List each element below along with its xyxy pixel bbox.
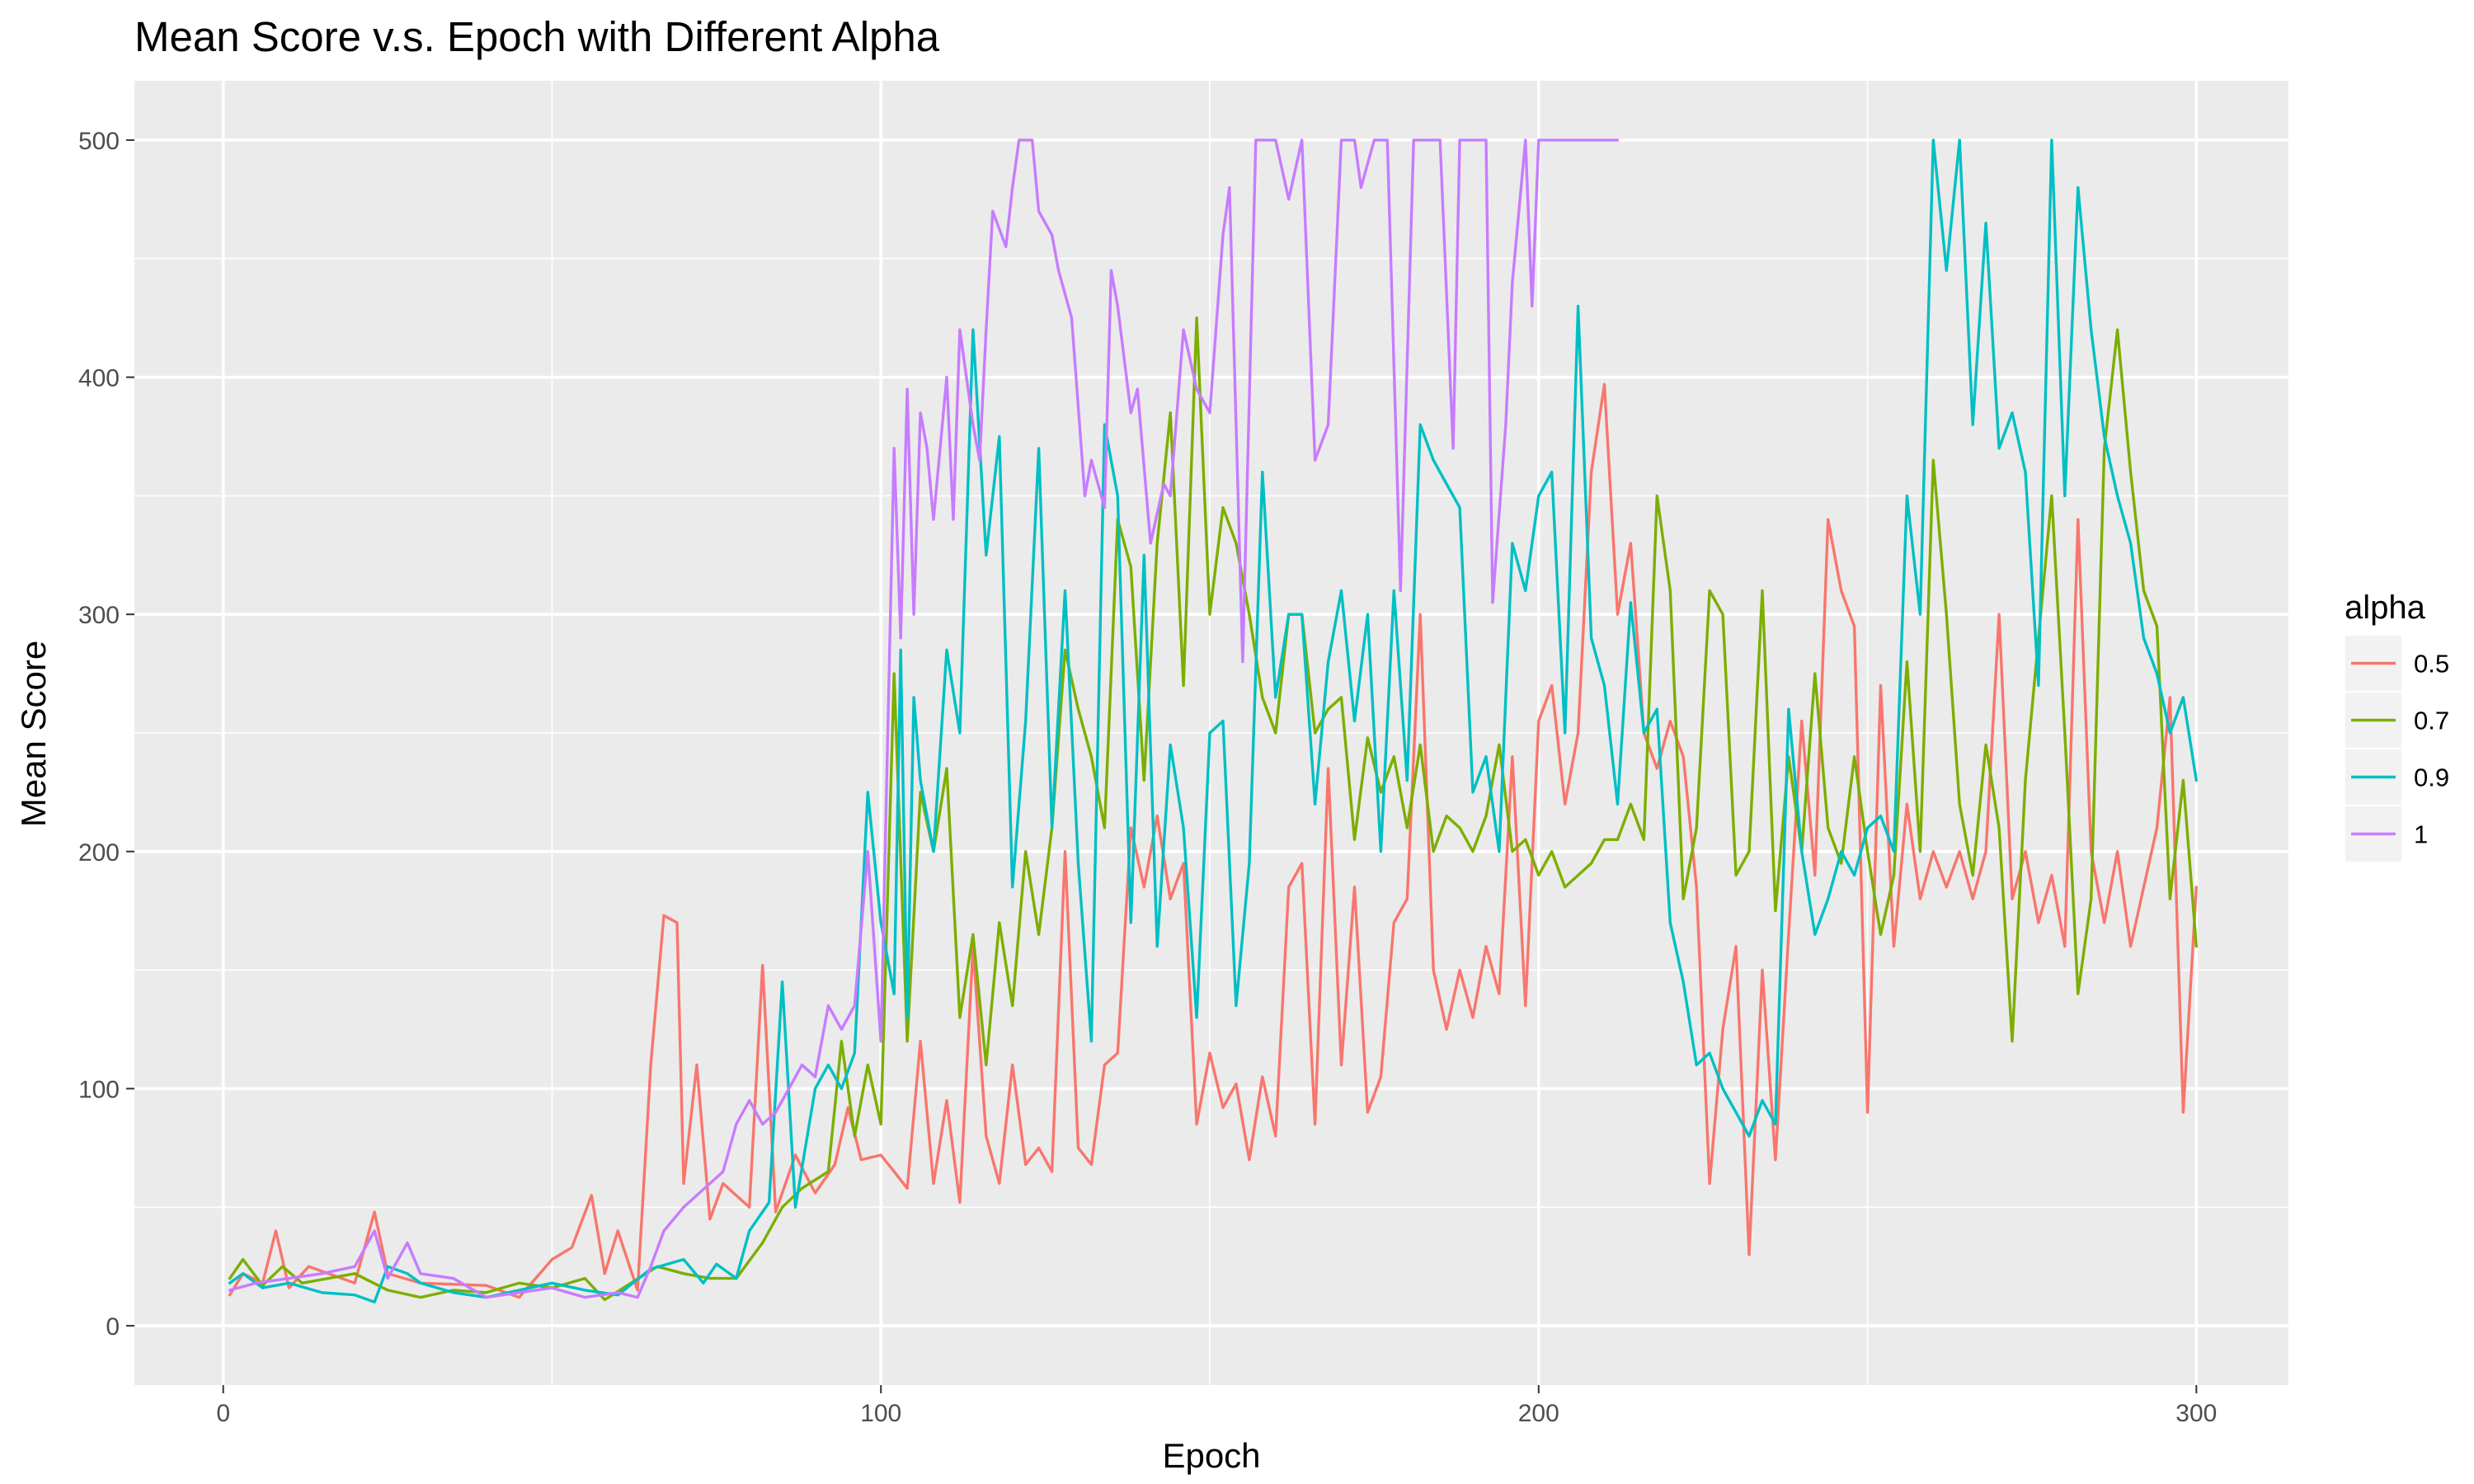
x-tick-label: 200 — [1518, 1400, 1559, 1427]
y-tick-label: 500 — [78, 128, 120, 155]
x-tick-label: 300 — [2175, 1400, 2217, 1427]
series-line-alpha-0-7 — [228, 316, 2199, 1302]
legend: alpha 0.5 0.7 0.9 1 — [2344, 589, 2449, 863]
legend-items: 0.5 0.7 0.9 1 — [2344, 634, 2449, 863]
y-tick-label: 300 — [78, 602, 120, 629]
x-axis-title: Epoch — [1162, 1436, 1260, 1475]
legend-label: 0.5 — [2414, 650, 2449, 679]
series-line-alpha-1 — [228, 139, 1620, 1299]
series-line-alpha-0-5 — [228, 383, 2199, 1299]
legend-label: 0.9 — [2414, 763, 2449, 792]
legend-label: 1 — [2414, 820, 2428, 849]
legend-title: alpha — [2345, 589, 2426, 626]
y-tick-label: 100 — [78, 1076, 120, 1103]
axis-layer: 0 100 200 300 0 100 200 300 400 500 — [78, 128, 2217, 1427]
y-tick-label: 200 — [78, 839, 120, 866]
y-tick-label: 0 — [106, 1313, 120, 1341]
legend-label: 0.7 — [2414, 707, 2449, 735]
chart-title: Mean Score v.s. Epoch with Different Alp… — [134, 13, 940, 60]
x-tick-label: 100 — [860, 1400, 901, 1427]
series-line-alpha-0-9 — [228, 139, 2199, 1304]
x-tick-label: 0 — [216, 1400, 230, 1427]
y-axis-title: Mean Score — [14, 641, 53, 827]
y-tick-label: 400 — [78, 365, 120, 392]
series-layer — [228, 139, 2199, 1304]
